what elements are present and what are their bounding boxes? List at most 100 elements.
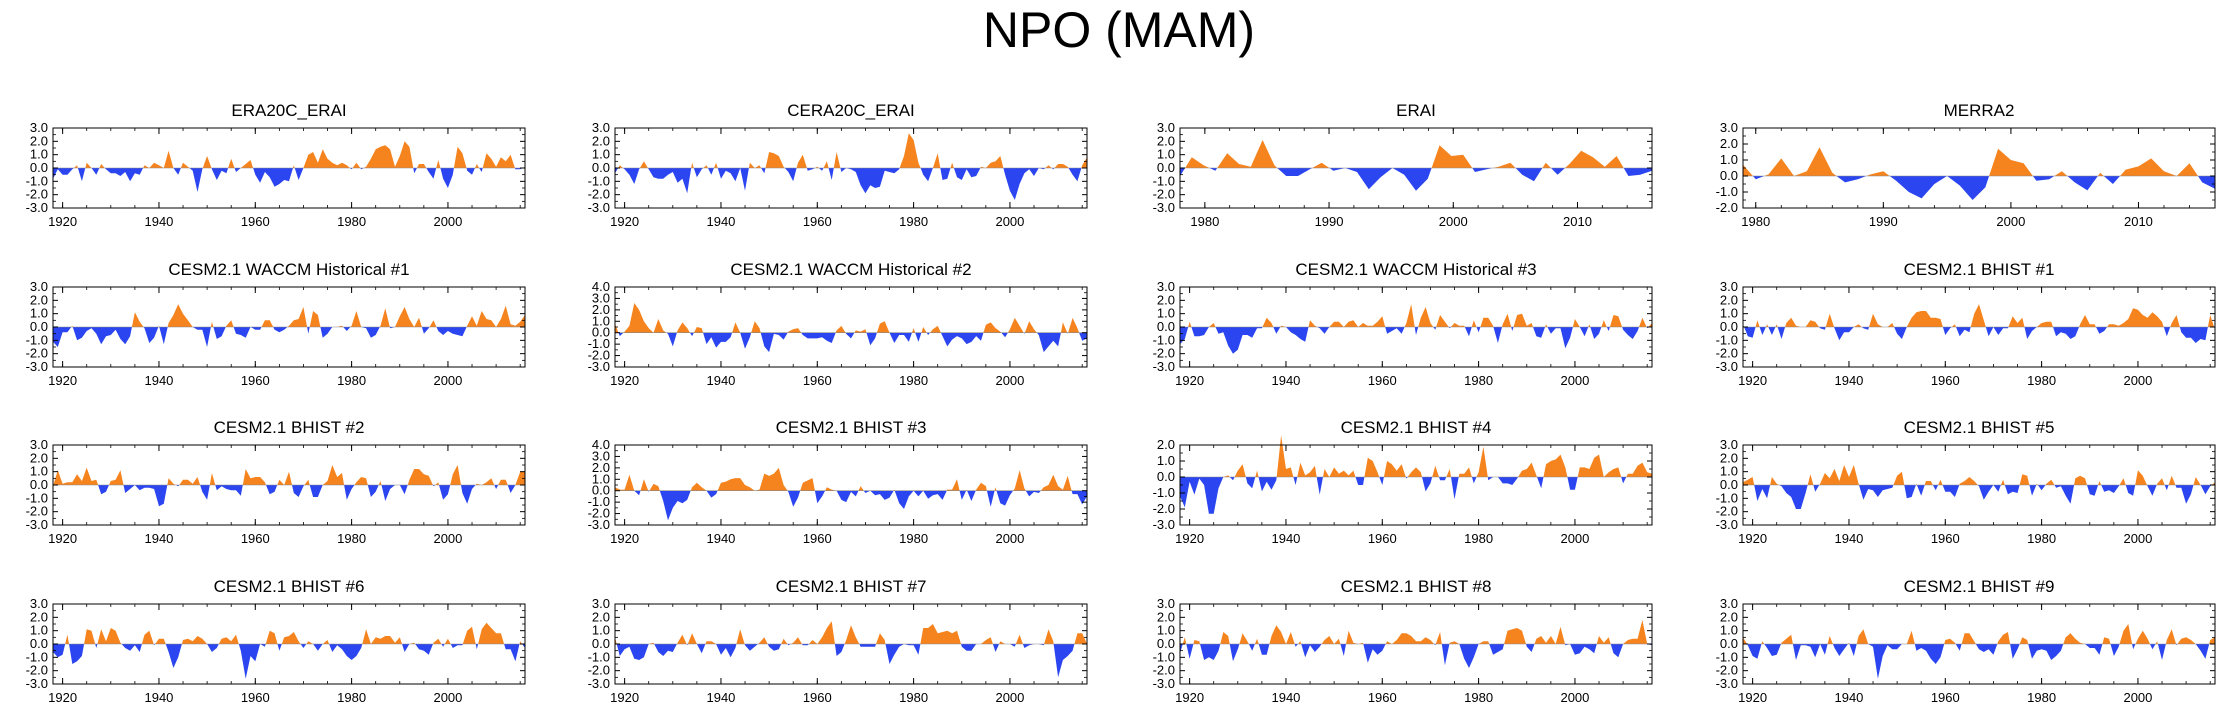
panel-5: CESM2.1 WACCM Historical #13.02.01.00.0-… <box>26 260 526 388</box>
x-tick-label: 1920 <box>1175 531 1204 546</box>
y-tick-label: 1.0 <box>30 147 48 162</box>
x-tick-label: 1920 <box>1738 531 1767 546</box>
x-tick-label: 1920 <box>610 690 639 705</box>
positive-anomaly-area <box>1743 147 2198 176</box>
y-tick-label: 1.0 <box>1720 623 1738 638</box>
y-tick-label: -1.0 <box>26 173 48 188</box>
x-tick-label: 2000 <box>433 214 462 229</box>
positive-anomaly-area <box>71 304 526 327</box>
negative-anomaly-area <box>1744 327 2215 343</box>
positive-anomaly-area <box>53 465 526 485</box>
negative-anomaly-area <box>1752 176 2215 200</box>
positive-anomaly-area <box>1182 620 1648 644</box>
y-tick-label: -2.0 <box>26 663 48 678</box>
x-tick-label: 1980 <box>1464 531 1493 546</box>
panel-title: ERA20C_ERAI <box>231 101 346 120</box>
panel-title: CESM2.1 BHIST #8 <box>1341 577 1492 596</box>
y-tick-label: 3.0 <box>592 596 610 611</box>
y-tick-label: -1.0 <box>26 490 48 505</box>
x-tick-label: 1920 <box>48 690 77 705</box>
y-tick-label: -3.0 <box>1716 517 1738 532</box>
y-tick-label: -2.0 <box>1716 504 1738 519</box>
y-tick-label: -3.0 <box>1153 359 1175 374</box>
negative-anomaly-area <box>53 644 525 679</box>
x-tick-label: 1920 <box>610 214 639 229</box>
panel-14: CESM2.1 BHIST #7 3.02.01.00.0-1.0-2.0-3.0… <box>588 577 1088 705</box>
y-tick-label: 0.0 <box>1720 636 1738 651</box>
y-tick-label: 2.0 <box>1157 437 1175 452</box>
y-tick-label: 1.0 <box>592 471 610 486</box>
y-tick-label: -1.0 <box>1153 173 1175 188</box>
y-tick-label: -2.0 <box>1153 187 1175 202</box>
y-tick-label: 0.0 <box>1157 636 1175 651</box>
y-tick-label: -2.0 <box>26 504 48 519</box>
negative-anomaly-area <box>615 168 1082 200</box>
y-tick-label: 2.0 <box>30 292 48 307</box>
y-tick-label: 1.0 <box>1157 306 1175 321</box>
y-tick-label: 0.0 <box>592 325 610 340</box>
y-tick-label: -2.0 <box>1153 663 1175 678</box>
panel-11: CESM2.1 BHIST #4 2.01.00.0-1.0-2.0-3.0192… <box>1153 418 1653 546</box>
x-tick-label: 1980 <box>899 690 928 705</box>
y-tick-label: 1.0 <box>30 306 48 321</box>
y-tick-label: 0.0 <box>592 636 610 651</box>
x-tick-label: 2000 <box>1439 214 1468 229</box>
y-tick-label: -1.0 <box>1716 490 1738 505</box>
x-tick-label: 1940 <box>1834 690 1863 705</box>
y-tick-label: 3.0 <box>30 279 48 294</box>
y-tick-label: 0.0 <box>1720 319 1738 334</box>
x-tick-label: 2000 <box>1560 690 1589 705</box>
y-tick-label: 0.0 <box>1157 319 1175 334</box>
y-tick-label: -2.0 <box>588 506 610 521</box>
x-tick-label: 1960 <box>803 531 832 546</box>
x-tick-label: 2000 <box>995 373 1024 388</box>
x-tick-label: 1960 <box>241 690 270 705</box>
x-tick-label: 1980 <box>899 531 928 546</box>
x-tick-label: 1940 <box>1271 531 1300 546</box>
x-tick-label: 1920 <box>48 214 77 229</box>
y-tick-label: 3.0 <box>1157 596 1175 611</box>
x-tick-label: 1940 <box>1834 531 1863 546</box>
y-tick-label: 3.0 <box>30 596 48 611</box>
panel-15: CESM2.1 BHIST #8 3.02.01.00.0-1.0-2.0-3.0… <box>1153 577 1653 705</box>
y-tick-label: -1.0 <box>588 336 610 351</box>
x-tick-label: 2000 <box>1560 373 1589 388</box>
x-tick-label: 2000 <box>433 373 462 388</box>
y-tick-label: 2.0 <box>1720 609 1738 624</box>
y-tick-label: 2.0 <box>592 133 610 148</box>
x-tick-label: 1920 <box>1175 373 1204 388</box>
negative-anomaly-area <box>634 490 1087 521</box>
x-tick-label: 1960 <box>803 373 832 388</box>
y-tick-label: 0.0 <box>1720 477 1738 492</box>
panel-16: CESM2.1 BHIST #9 3.02.01.00.0-1.0-2.0-3.0… <box>1716 577 2216 705</box>
y-tick-label: -1.0 <box>1716 332 1738 347</box>
x-tick-label: 1980 <box>2027 690 2056 705</box>
y-tick-label: 3.0 <box>1157 279 1175 294</box>
y-tick-label: -2.0 <box>1716 200 1738 215</box>
panel-6: CESM2.1 WACCM Historical #2 4.03.02.01.00… <box>588 260 1088 388</box>
y-tick-label: 0.0 <box>1720 168 1738 183</box>
y-tick-label: -3.0 <box>588 676 610 691</box>
x-tick-label: 1940 <box>144 214 173 229</box>
y-tick-label: -3.0 <box>1716 676 1738 691</box>
y-tick-label: 3.0 <box>592 120 610 135</box>
panel-title: CESM2.1 BHIST #4 <box>1341 418 1492 437</box>
positive-anomaly-area <box>1188 304 1652 327</box>
y-tick-label: 1.0 <box>1720 464 1738 479</box>
x-tick-label: 2000 <box>1560 531 1589 546</box>
x-tick-label: 2010 <box>1563 214 1592 229</box>
panel-12: CESM2.1 BHIST #5 3.02.01.00.0-1.0-2.0-3.0… <box>1716 418 2216 546</box>
x-tick-label: 2000 <box>995 690 1024 705</box>
y-tick-label: 0.0 <box>30 636 48 651</box>
y-tick-label: -3.0 <box>588 517 610 532</box>
y-tick-label: 2.0 <box>592 302 610 317</box>
x-tick-label: 2000 <box>1996 214 2025 229</box>
y-tick-label: 2.0 <box>1720 450 1738 465</box>
negative-anomaly-area <box>53 327 467 347</box>
negative-anomaly-area <box>616 644 1075 678</box>
x-tick-label: 1960 <box>1931 531 1960 546</box>
y-tick-label: 2.0 <box>30 609 48 624</box>
x-tick-label: 1920 <box>1175 690 1204 705</box>
x-tick-label: 1980 <box>337 214 366 229</box>
